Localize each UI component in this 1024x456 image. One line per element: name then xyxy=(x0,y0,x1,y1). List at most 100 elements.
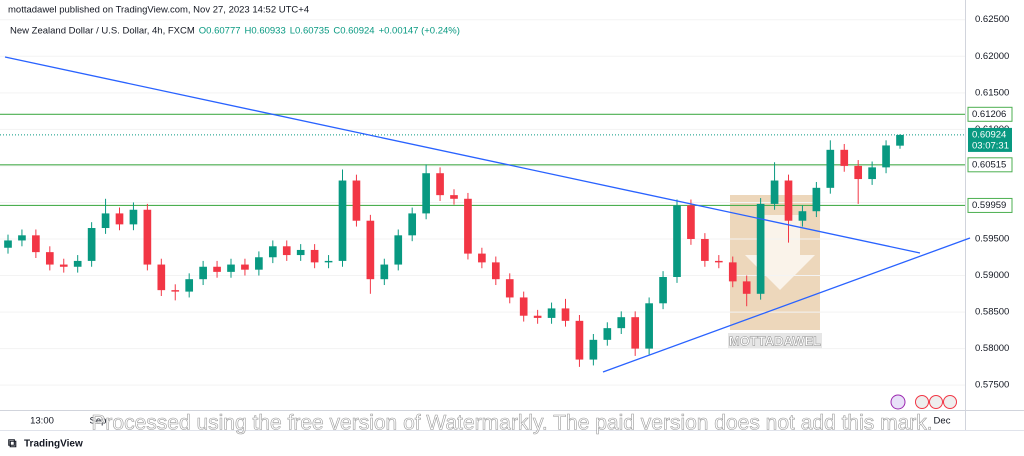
candle-body xyxy=(199,266,207,280)
candle-body xyxy=(268,246,277,258)
candle-body xyxy=(770,180,779,204)
candle-body xyxy=(645,303,653,349)
candle-body xyxy=(547,308,556,318)
candle-body xyxy=(213,266,221,272)
publish-info: mottadawel published on TradingView.com,… xyxy=(8,5,309,16)
candle-body xyxy=(129,209,138,225)
candle-body xyxy=(575,320,584,360)
candle-body xyxy=(714,260,723,263)
candle-body xyxy=(4,240,12,248)
legend-value: L0.60735 xyxy=(290,26,330,37)
countdown: 03:07:31 xyxy=(972,140,1009,151)
candle-body xyxy=(478,253,486,263)
y-tick-label: 0.61500 xyxy=(975,87,1009,98)
candle-body xyxy=(854,165,863,180)
level-label: 0.60515 xyxy=(972,159,1006,170)
symbol-title: New Zealand Dollar / U.S. Dollar, 4h, FX… xyxy=(10,26,195,37)
candle-body xyxy=(519,297,528,316)
candle-body xyxy=(394,235,403,265)
candle-body xyxy=(728,262,737,282)
trend-line xyxy=(602,237,971,373)
candle-body xyxy=(603,328,612,340)
y-tick-label: 0.57500 xyxy=(975,380,1009,391)
candle-body xyxy=(533,315,542,318)
candle-body xyxy=(310,249,319,263)
candle-body xyxy=(255,257,263,270)
candle-body xyxy=(366,220,375,280)
candle-body xyxy=(87,228,96,261)
y-tick-label: 0.59500 xyxy=(975,233,1009,244)
logo-watermark xyxy=(728,195,822,349)
candle-body xyxy=(185,279,194,292)
flag-icon xyxy=(915,395,929,409)
candle-body xyxy=(157,264,166,291)
legend-value: H0.60933 xyxy=(245,26,286,37)
x-tick-label: Dec xyxy=(934,416,951,427)
candle-body xyxy=(171,290,180,292)
level-label: 0.61206 xyxy=(972,109,1006,120)
level-label-box xyxy=(967,197,1013,213)
candle-body xyxy=(798,211,807,221)
candle-body xyxy=(742,281,751,294)
candle-body xyxy=(338,180,347,261)
candle-body xyxy=(617,317,626,329)
candle-body xyxy=(73,260,82,267)
candles xyxy=(4,134,904,367)
brand-icon: ⧉ xyxy=(8,436,17,450)
logo-text: MOTTADAWEL xyxy=(729,333,821,348)
candle-body xyxy=(826,149,835,188)
candle-body xyxy=(491,262,500,280)
price-axis: 0.575000.580000.585000.590000.595000.600… xyxy=(967,14,1013,391)
y-tick-label: 0.62500 xyxy=(975,14,1009,25)
candle-body xyxy=(687,205,695,239)
icon xyxy=(890,394,906,410)
candle-body xyxy=(59,264,68,267)
candle-body xyxy=(352,180,361,221)
level-label: 0.59959 xyxy=(972,200,1006,211)
candle-body xyxy=(324,260,333,263)
x-tick-label: 13:00 xyxy=(30,416,54,427)
candle-body xyxy=(32,235,40,253)
y-tick-label: 0.59000 xyxy=(975,270,1009,281)
flag-icon xyxy=(943,395,957,409)
candle-body xyxy=(464,198,472,254)
candle-body xyxy=(756,203,765,294)
candle-body xyxy=(241,264,249,270)
candle-body xyxy=(561,308,570,321)
candle-body xyxy=(143,209,152,265)
candle-body xyxy=(812,187,821,212)
level-label-box xyxy=(967,157,1013,173)
y-tick-label: 0.58500 xyxy=(975,307,1009,318)
candle-body xyxy=(450,195,458,199)
candle-body xyxy=(227,264,235,272)
candle-body xyxy=(408,213,417,236)
legend-value: +0.00147 (+0.24%) xyxy=(379,26,460,37)
candle-body xyxy=(631,317,640,349)
watermark-text: Processed using the free version of Wate… xyxy=(91,412,932,435)
candle-body xyxy=(673,205,681,277)
legend-value: O0.60777 xyxy=(199,26,241,37)
legend-value: C0.60924 xyxy=(333,26,374,37)
y-tick-label: 0.58000 xyxy=(975,343,1009,354)
x-tick-label: Sep xyxy=(90,416,107,427)
candle-body xyxy=(589,339,598,360)
candle-body xyxy=(296,249,305,256)
last-price-label: 0.60924 xyxy=(972,129,1006,140)
candle-body xyxy=(784,180,793,221)
candle-body xyxy=(18,235,26,241)
legend: New Zealand Dollar / U.S. Dollar, 4h, FX… xyxy=(10,26,460,37)
candle-body xyxy=(505,279,514,298)
flag-icon xyxy=(929,395,943,409)
candle-body xyxy=(896,134,904,146)
candle-body xyxy=(422,173,430,214)
candle-body xyxy=(101,213,110,229)
candle-body xyxy=(868,167,876,180)
candle-body xyxy=(115,213,124,225)
brand: TradingView xyxy=(24,439,83,450)
candle-body xyxy=(282,246,291,256)
candle-body xyxy=(882,145,890,168)
y-tick-label: 0.62000 xyxy=(975,51,1009,62)
last-price-box xyxy=(968,127,1012,152)
